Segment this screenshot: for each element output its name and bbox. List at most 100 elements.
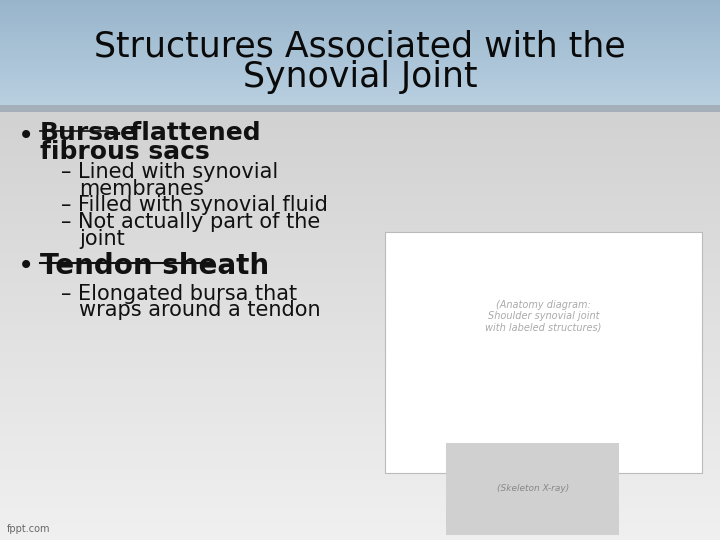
Bar — [0, 377, 720, 379]
Bar — [0, 325, 720, 327]
Bar — [0, 107, 720, 110]
Text: – Elongated bursa that: – Elongated bursa that — [61, 284, 297, 303]
Bar — [0, 5, 720, 6]
Bar — [0, 15, 720, 16]
Bar — [0, 89, 720, 90]
Bar — [0, 190, 720, 192]
Bar — [0, 468, 720, 470]
Bar — [0, 52, 720, 53]
Bar — [0, 37, 720, 38]
Bar — [0, 207, 720, 210]
Bar — [0, 405, 720, 407]
Bar — [0, 41, 720, 42]
Bar — [0, 199, 720, 201]
Bar — [0, 305, 720, 307]
Bar — [0, 392, 720, 394]
Bar — [0, 536, 720, 538]
Bar — [0, 251, 720, 253]
Bar — [0, 492, 720, 494]
Bar — [0, 11, 720, 12]
Bar — [0, 60, 720, 61]
Bar — [0, 166, 720, 168]
Bar — [0, 525, 720, 527]
Bar — [0, 320, 720, 322]
Bar — [0, 118, 720, 120]
Bar — [0, 340, 720, 342]
Bar — [0, 82, 720, 83]
Bar — [0, 512, 720, 514]
Bar — [0, 56, 720, 57]
Bar — [0, 381, 720, 383]
Bar — [0, 284, 720, 286]
Bar — [0, 201, 720, 203]
Text: – Not actually part of the: – Not actually part of the — [61, 212, 320, 232]
Bar — [0, 418, 720, 421]
Bar — [0, 12, 720, 14]
Bar — [0, 3, 720, 4]
Bar — [0, 460, 720, 462]
Bar — [0, 10, 720, 11]
Bar — [0, 104, 720, 105]
Bar — [0, 447, 720, 449]
Bar — [0, 235, 720, 238]
Bar — [0, 194, 720, 197]
Bar — [0, 227, 720, 229]
Bar — [0, 131, 720, 133]
Bar — [0, 216, 720, 218]
Bar — [0, 364, 720, 366]
Bar — [0, 258, 720, 260]
Bar — [0, 483, 720, 485]
Bar — [0, 253, 720, 255]
Bar — [0, 353, 720, 355]
Bar — [0, 262, 720, 264]
Bar — [0, 477, 720, 479]
Bar — [0, 370, 720, 373]
Bar — [0, 76, 720, 77]
Bar — [0, 78, 720, 79]
Bar — [0, 71, 720, 72]
Bar — [0, 260, 720, 262]
Bar — [0, 518, 720, 521]
Bar — [0, 336, 720, 338]
Bar — [0, 62, 720, 63]
Bar — [0, 303, 720, 305]
Bar — [0, 69, 720, 70]
Bar — [0, 399, 720, 401]
Bar — [0, 46, 720, 48]
Bar — [0, 490, 720, 492]
Bar — [0, 431, 720, 434]
Text: (Anatomy diagram:
Shoulder synovial joint
with labeled structures): (Anatomy diagram: Shoulder synovial join… — [485, 300, 602, 333]
Bar — [0, 281, 720, 284]
Bar — [0, 472, 720, 475]
Bar — [0, 14, 720, 15]
Bar — [0, 514, 720, 516]
Text: Bursae: Bursae — [40, 122, 138, 145]
Bar — [0, 173, 720, 175]
Text: •: • — [18, 252, 35, 280]
Bar — [0, 286, 720, 288]
Bar — [0, 499, 720, 501]
Text: Structures Associated with the: Structures Associated with the — [94, 30, 626, 64]
Bar — [0, 29, 720, 30]
Bar — [0, 19, 720, 20]
Bar — [0, 266, 720, 268]
Bar — [0, 74, 720, 75]
Bar — [0, 501, 720, 503]
Bar — [385, 232, 702, 472]
Bar — [0, 538, 720, 540]
Bar — [0, 40, 720, 41]
Bar — [0, 442, 720, 444]
Bar — [0, 485, 720, 488]
Bar — [0, 100, 720, 101]
Bar — [0, 481, 720, 483]
Text: (Skeleton X-ray): (Skeleton X-ray) — [497, 484, 569, 493]
Bar — [0, 127, 720, 129]
Bar — [0, 91, 720, 92]
Bar — [0, 423, 720, 425]
Bar — [0, 90, 720, 91]
Bar — [0, 436, 720, 438]
Bar — [0, 355, 720, 357]
Bar — [0, 403, 720, 405]
Bar — [0, 231, 720, 233]
Bar — [0, 214, 720, 216]
